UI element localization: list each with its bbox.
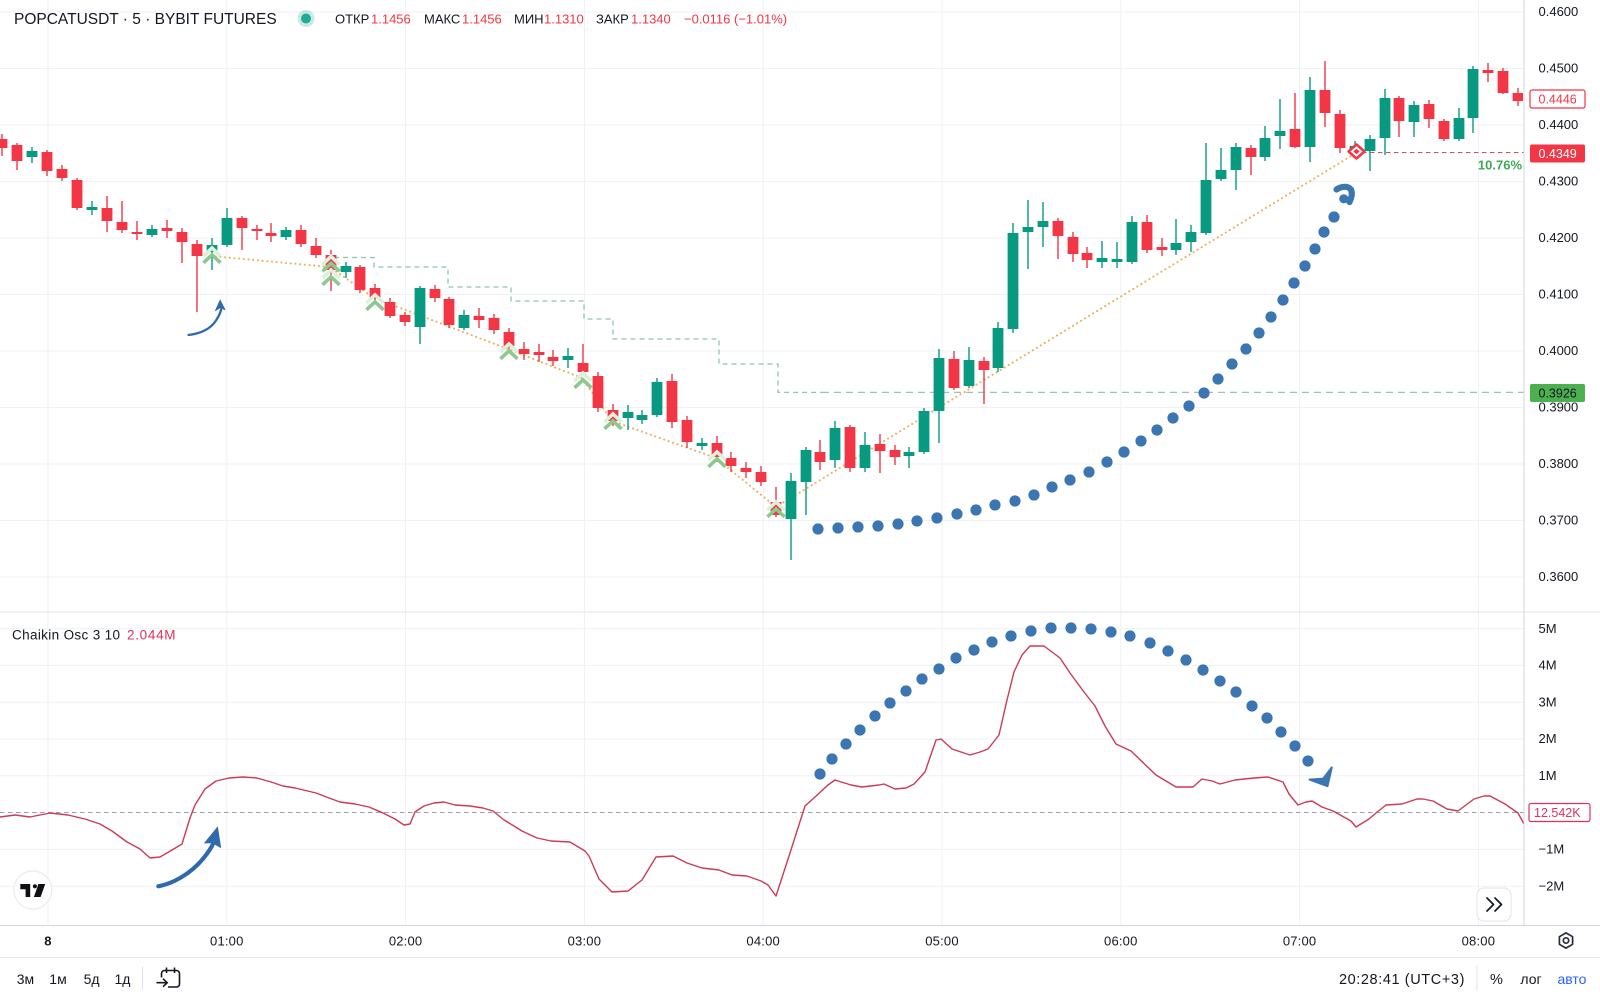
svg-text:−2M: −2M	[1539, 878, 1565, 893]
svg-text:−1M: −1M	[1539, 842, 1565, 857]
svg-text:07:00: 07:00	[1283, 934, 1317, 949]
svg-text:3M: 3M	[1539, 694, 1557, 709]
svg-text:0.3900: 0.3900	[1539, 400, 1579, 415]
svg-text:POPCATUSDT · 5 · BYBIT FUTURES: POPCATUSDT · 5 · BYBIT FUTURES	[14, 11, 277, 28]
svg-text:0.4500: 0.4500	[1539, 61, 1579, 76]
svg-text:0.4000: 0.4000	[1539, 343, 1579, 358]
svg-text:02:00: 02:00	[389, 934, 423, 949]
svg-text:0.4400: 0.4400	[1539, 117, 1579, 132]
svg-text:0.4446: 0.4446	[1539, 92, 1577, 106]
svg-text:%: %	[1490, 972, 1503, 988]
svg-text:3м: 3м	[17, 971, 34, 987]
svg-text:1м: 1м	[49, 971, 66, 987]
svg-text:20:28:41 (UTC+3): 20:28:41 (UTC+3)	[1339, 972, 1465, 988]
svg-text:лог: лог	[1520, 971, 1541, 987]
svg-text:12.542K: 12.542K	[1534, 806, 1581, 820]
svg-text:4M: 4M	[1539, 658, 1557, 673]
svg-text:03:00: 03:00	[568, 934, 602, 949]
svg-text:2M: 2M	[1539, 731, 1557, 746]
svg-text:0.3800: 0.3800	[1539, 456, 1579, 471]
svg-text:01:00: 01:00	[210, 934, 244, 949]
svg-text:1M: 1M	[1539, 768, 1557, 783]
svg-text:0.4200: 0.4200	[1539, 230, 1579, 245]
svg-text:0.3600: 0.3600	[1539, 569, 1579, 584]
svg-text:0.4600: 0.4600	[1539, 4, 1579, 19]
svg-text:5M: 5M	[1539, 621, 1557, 636]
svg-text:10.76%: 10.76%	[1478, 158, 1523, 173]
svg-text:04:00: 04:00	[746, 934, 780, 949]
svg-text:1д: 1д	[115, 971, 131, 987]
svg-text:08:00: 08:00	[1462, 934, 1496, 949]
svg-text:05:00: 05:00	[925, 934, 959, 949]
svg-text:06:00: 06:00	[1104, 934, 1138, 949]
svg-text:8: 8	[44, 934, 51, 949]
svg-text:Chaikin Osc 3 102.044M: Chaikin Osc 3 10 2.044M	[12, 628, 176, 643]
svg-text:5д: 5д	[84, 971, 100, 987]
svg-text:авто: авто	[1558, 971, 1587, 987]
svg-text:0.3700: 0.3700	[1539, 513, 1579, 528]
svg-text:0.4300: 0.4300	[1539, 174, 1579, 189]
svg-text:0.3926: 0.3926	[1539, 386, 1577, 400]
svg-text:0.4100: 0.4100	[1539, 287, 1579, 302]
svg-text:0.4349: 0.4349	[1539, 147, 1577, 161]
